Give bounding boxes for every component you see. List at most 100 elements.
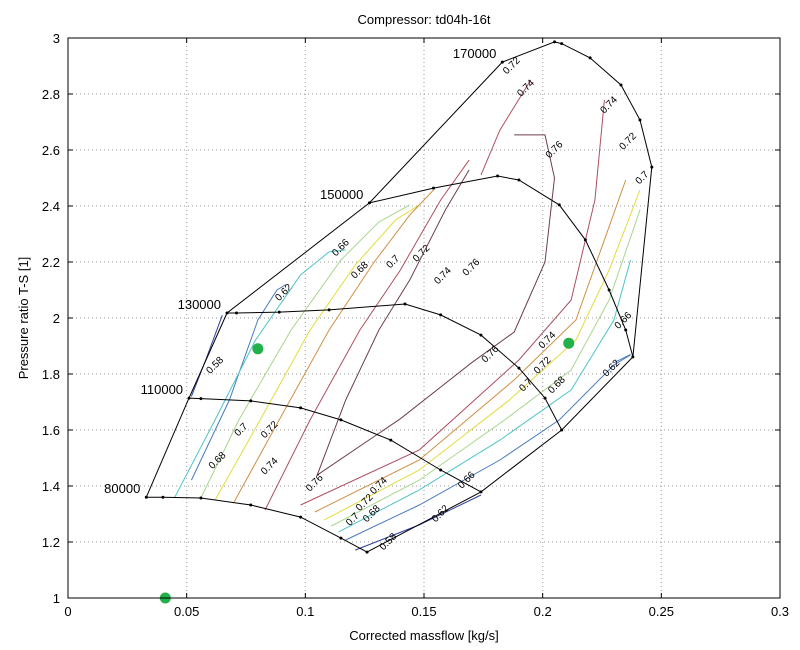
speed-line-label: 150000 — [320, 187, 363, 202]
x-tick-label: 0.15 — [411, 604, 436, 619]
speed-line-marker — [235, 311, 239, 315]
efficiency-contour-line — [331, 209, 641, 527]
efficiency-contour-line — [200, 204, 411, 499]
operating-point — [252, 343, 264, 355]
speed-line-label: 130000 — [178, 297, 221, 312]
y-tick-label: 3 — [53, 31, 60, 46]
y-tick-label: 2.4 — [42, 199, 60, 214]
y-tick-label: 1 — [53, 591, 60, 606]
speed-line-marker — [249, 399, 253, 403]
efficiency-contour-label: 0.62 — [430, 503, 452, 525]
efficiency-contour-label: 0.74 — [537, 329, 559, 351]
speed-line-marker — [607, 288, 611, 292]
efficiency-contour-line — [314, 179, 627, 513]
speed-line-marker — [557, 203, 561, 207]
x-tick-label: 0.05 — [174, 604, 199, 619]
speed-line-marker — [479, 333, 483, 337]
speed-line-marker — [299, 406, 303, 410]
efficiency-contour-label: 0.7 — [233, 421, 251, 439]
speed-line-marker — [583, 238, 587, 242]
axis-ticks: 0 0.05 0.1 0.15 0.2 0.25 0.3 1 1.2 1.4 1.6 1.8 2 2.2 2… — [42, 31, 789, 619]
speed-line-marker — [650, 165, 654, 169]
efficiency-contour-label: 0.76 — [461, 257, 483, 279]
speed-line-marker — [367, 201, 371, 205]
efficiency-contour-label: 0.74 — [515, 77, 537, 99]
speed-line-marker — [161, 495, 165, 499]
speed-line-marker — [365, 550, 369, 554]
speed-line-marker — [277, 310, 281, 314]
x-tick-label: 0.3 — [771, 604, 789, 619]
efficiency-contour-line — [174, 249, 346, 498]
speed-line-label: 170000 — [453, 46, 496, 61]
speed-line-marker — [588, 56, 592, 60]
speed-line-marker — [553, 40, 557, 44]
efficiency-contour-line — [233, 189, 434, 503]
speed-line-marker — [619, 83, 623, 87]
efficiency-contour-line — [316, 134, 556, 476]
efficiency-contour-line — [324, 189, 641, 521]
operating-points — [159, 337, 575, 604]
speed-line-marker — [199, 397, 203, 401]
efficiency-contour-line — [613, 353, 631, 364]
efficiency-contour-label: 0.66 — [330, 237, 352, 259]
efficiency-contour-label: 0.74 — [432, 265, 454, 287]
efficiency-contour-label: 0.76 — [480, 343, 502, 365]
x-tick-label: 0 — [64, 604, 71, 619]
efficiency-contour-label: 0.68 — [546, 374, 568, 396]
efficiency-contour-label: 0.68 — [349, 259, 371, 281]
speed-line-marker — [543, 396, 547, 400]
speed-line-marker — [144, 495, 148, 499]
efficiency-contour-line — [190, 283, 287, 481]
efficiency-contour-line — [338, 259, 631, 533]
efficiency-contour-label: 0.74 — [598, 94, 620, 116]
speed-line-marker — [187, 396, 191, 400]
speed-line-130000 — [227, 303, 563, 431]
efficiency-contour-label: 0.72 — [532, 355, 554, 377]
efficiency-contour-line — [345, 354, 631, 541]
y-axis-label: Pressure ratio T-S [1] — [16, 257, 31, 380]
speed-line-marker — [339, 536, 343, 540]
speed-line-marker — [389, 438, 393, 442]
efficiency-contour-line — [264, 159, 470, 511]
speed-line-label: 80000 — [104, 481, 140, 496]
efficiency-contour-label: 0.62 — [601, 357, 623, 379]
speed-line-marker — [299, 515, 303, 519]
y-tick-label: 1.4 — [42, 479, 60, 494]
x-axis-label: Corrected massflow [kg/s] — [349, 628, 499, 643]
chart-title: Compressor: td04h-16t — [358, 12, 491, 27]
speed-line-marker — [500, 60, 504, 64]
efficiency-contour-label: 0.68 — [207, 450, 229, 472]
efficiency-contours: 0.580.580.620.620.620.660.660.660.680.68… — [174, 55, 652, 553]
speed-line-marker — [560, 42, 564, 46]
y-tick-label: 1.6 — [42, 423, 60, 438]
speed-line-marker — [199, 496, 203, 500]
speed-line-marker — [496, 174, 500, 178]
efficiency-contour-label: 0.74 — [259, 455, 281, 477]
speed-lines: 80000 110000 130000 150000 170000 — [104, 40, 654, 554]
y-tick-label: 2.6 — [42, 143, 60, 158]
efficiency-contour-line — [480, 79, 532, 176]
speed-line-marker — [249, 503, 253, 507]
y-tick-label: 1.8 — [42, 367, 60, 382]
speed-line-marker — [479, 490, 483, 494]
grid — [68, 38, 780, 598]
speed-line-marker — [624, 328, 628, 332]
efficiency-contour-label: 0.7 — [384, 253, 402, 271]
efficiency-contour-label: 0.72 — [617, 131, 639, 153]
speed-line-marker — [560, 428, 564, 432]
efficiency-contour-line — [214, 204, 420, 501]
efficiency-contour-label: 0.74 — [368, 475, 390, 497]
efficiency-contour-line — [300, 99, 605, 506]
x-tick-label: 0.25 — [649, 604, 674, 619]
speed-line-marker — [517, 178, 521, 182]
speed-line-label: 110000 — [141, 382, 183, 397]
y-tick-label: 1.2 — [42, 535, 60, 550]
speed-line-marker — [439, 313, 443, 317]
plot-frame — [67, 37, 781, 599]
efficiency-contour-line — [316, 169, 470, 476]
speed-line-marker — [638, 118, 642, 122]
speed-line-marker — [439, 468, 443, 472]
efficiency-contour-label: 0.7 — [634, 169, 652, 187]
efficiency-contour-label: 0.62 — [273, 282, 295, 304]
